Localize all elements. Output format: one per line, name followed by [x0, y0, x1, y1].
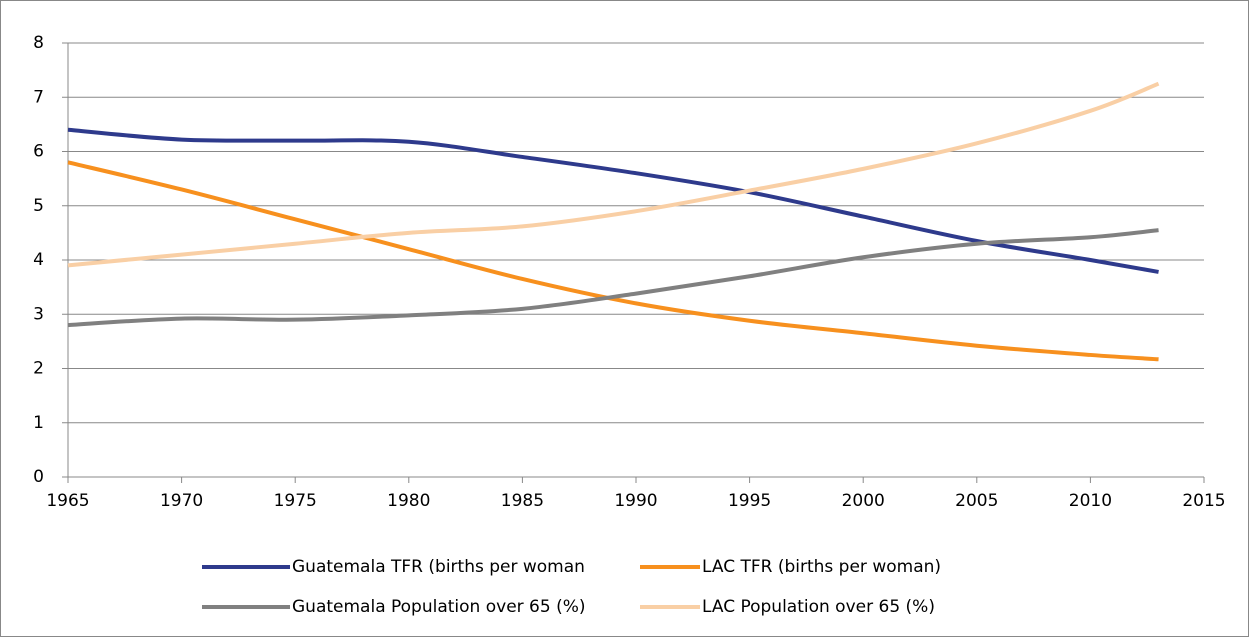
y-tick-label: 1: [33, 413, 44, 433]
y-tick-label: 8: [33, 33, 44, 53]
y-tick-label: 7: [33, 87, 44, 107]
y-tick-label: 4: [33, 250, 44, 270]
x-tick-label: 2015: [1182, 491, 1225, 511]
x-tick-label: 2000: [842, 491, 885, 511]
y-tick-label: 3: [33, 304, 44, 324]
legend-label: Guatemala Population over 65 (%): [292, 597, 586, 617]
series-line: [67, 228, 1159, 328]
series-line: [67, 160, 1159, 362]
x-tick-label: 1985: [501, 491, 544, 511]
x-tick-label: 1990: [614, 491, 657, 511]
y-tick-label: 5: [33, 196, 44, 216]
x-tick-label: 1975: [274, 491, 317, 511]
x-tick-label: 1970: [160, 491, 203, 511]
x-tick-label: 1965: [46, 491, 89, 511]
legend-label: LAC Population over 65 (%): [702, 597, 935, 617]
legend-label: Guatemala TFR (births per woman: [292, 557, 585, 577]
x-tick-label: 2010: [1069, 491, 1112, 511]
legend-label: LAC TFR (births per woman): [702, 557, 941, 577]
x-tick-label: 1995: [728, 491, 771, 511]
series-line: [67, 81, 1160, 268]
y-tick-label: 0: [33, 467, 44, 487]
y-tick-label: 6: [33, 142, 44, 162]
x-tick-label: 2005: [955, 491, 998, 511]
x-tick-label: 1980: [387, 491, 430, 511]
y-tick-label: 2: [33, 359, 44, 379]
